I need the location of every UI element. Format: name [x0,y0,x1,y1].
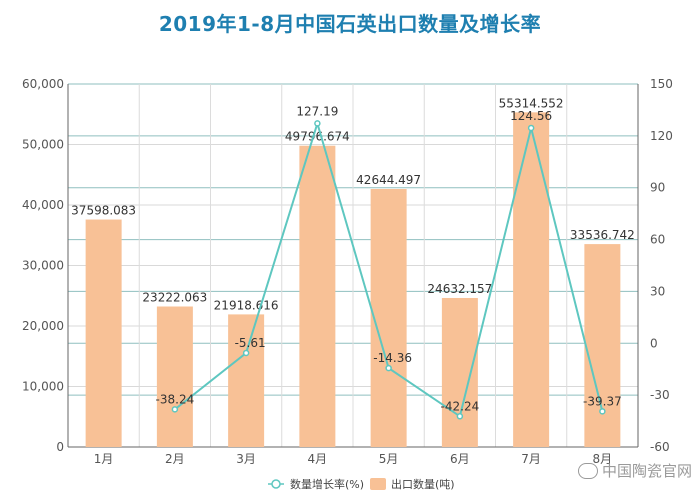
right-axis-tick-label: 0 [650,336,658,350]
right-axis-tick-label: 60 [650,233,665,247]
chart-title: 2019年1-8月中国石英出口数量及增长率 [158,12,542,36]
left-axis-tick-label: 60,000 [22,77,64,91]
left-axis-tick-label: 50,000 [22,138,64,152]
x-axis-tick-label: 1月 [94,452,114,466]
bar-value-label: 42644.497 [356,173,421,187]
bar [85,219,122,447]
growth-point [171,406,179,413]
bar [299,145,336,448]
bar [370,189,407,447]
x-axis-tick-label: 4月 [308,452,328,466]
left-axis-tick-label: 40,000 [22,198,64,212]
legend-label-growth: 数量增长率(%) [290,477,364,491]
right-axis-tick-label: 150 [650,77,673,91]
left-axis-tick-label: 30,000 [22,259,64,273]
growth-value-label: -39.37 [583,394,622,408]
right-axis-tick-label: 90 [650,181,665,195]
left-axis-tick-label: 10,000 [22,380,64,394]
bar-value-label: 21918.616 [214,298,279,312]
bar [513,112,550,448]
bar-value-label: 49796.674 [285,130,350,144]
x-axis-tick-label: 6月 [450,452,470,466]
growth-point [314,120,321,127]
x-axis-tick-label: 7月 [521,452,541,466]
growth-value-label: -38.24 [156,392,195,406]
watermark-text: 中国陶瓷官网 [601,462,692,480]
legend-label-quantity: 出口数量(吨) [391,477,455,491]
growth-value-label: 127.19 [296,104,338,118]
right-axis-tick-label: 120 [650,129,673,143]
left-axis-tick-label: 20,000 [22,319,64,333]
bar [441,297,478,447]
bar [156,306,193,447]
bar-value-label: 33536.742 [570,228,635,242]
growth-point [456,413,464,420]
x-axis-tick-label: 3月 [236,452,256,466]
bar-value-label: 55314.552 [499,96,564,110]
bar-value-label: 37598.083 [71,204,136,218]
growth-point [599,408,606,415]
legend-line-marker [271,479,281,489]
growth-value-label: 124.56 [510,109,552,123]
right-axis-tick-label: -60 [650,440,670,454]
bar [584,244,621,447]
right-axis-tick-label: -30 [650,388,670,402]
x-axis-tick-label: 2月 [165,452,185,466]
legend-bar-swatch [370,478,386,490]
x-axis-tick-label: 8月 [593,452,613,466]
growth-value-label: -14.36 [373,351,412,365]
right-axis-tick-label: 30 [650,284,665,298]
wechat-icon [577,462,598,479]
bar-value-label: 24632.157 [427,282,492,296]
x-axis-tick-label: 5月 [379,452,399,466]
growth-value-label: -42.24 [441,399,480,413]
watermark: 中国陶瓷官网 [577,460,692,481]
bar-value-label: 23222.063 [142,291,207,305]
growth-point [385,364,392,372]
growth-point [242,349,250,357]
growth-point [527,124,535,132]
growth-value-label: -5.61 [235,336,266,350]
bar [228,314,265,447]
left-axis-tick-label: 0 [56,440,64,454]
